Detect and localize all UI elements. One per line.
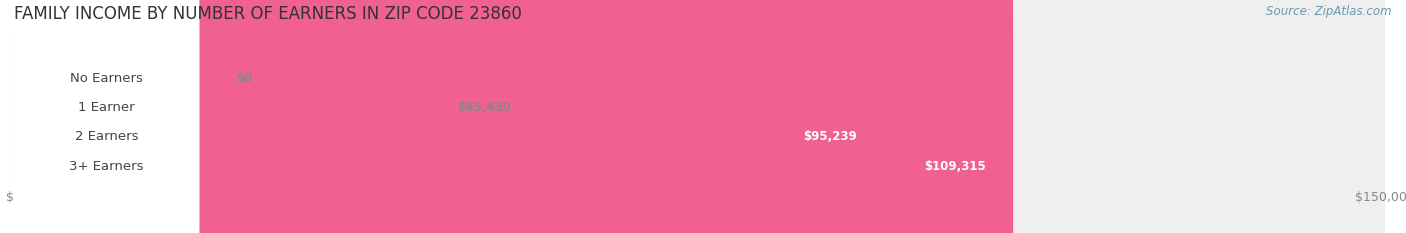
FancyBboxPatch shape <box>14 8 200 233</box>
FancyBboxPatch shape <box>14 0 200 233</box>
FancyBboxPatch shape <box>14 0 200 233</box>
Text: $0: $0 <box>236 72 252 85</box>
Text: $45,430: $45,430 <box>457 101 510 114</box>
Text: 3+ Earners: 3+ Earners <box>69 160 143 172</box>
FancyBboxPatch shape <box>14 0 429 233</box>
FancyBboxPatch shape <box>14 0 1385 233</box>
FancyBboxPatch shape <box>14 0 1385 233</box>
Text: $109,315: $109,315 <box>924 160 986 172</box>
FancyBboxPatch shape <box>14 0 1014 233</box>
FancyBboxPatch shape <box>14 0 200 233</box>
Text: 1 Earner: 1 Earner <box>79 101 135 114</box>
FancyBboxPatch shape <box>14 0 1385 233</box>
Text: FAMILY INCOME BY NUMBER OF EARNERS IN ZIP CODE 23860: FAMILY INCOME BY NUMBER OF EARNERS IN ZI… <box>14 5 522 23</box>
Text: No Earners: No Earners <box>70 72 143 85</box>
Text: 2 Earners: 2 Earners <box>75 130 138 143</box>
FancyBboxPatch shape <box>14 0 1385 233</box>
Text: Source: ZipAtlas.com: Source: ZipAtlas.com <box>1267 5 1392 18</box>
Text: $95,239: $95,239 <box>803 130 858 143</box>
FancyBboxPatch shape <box>14 0 884 233</box>
